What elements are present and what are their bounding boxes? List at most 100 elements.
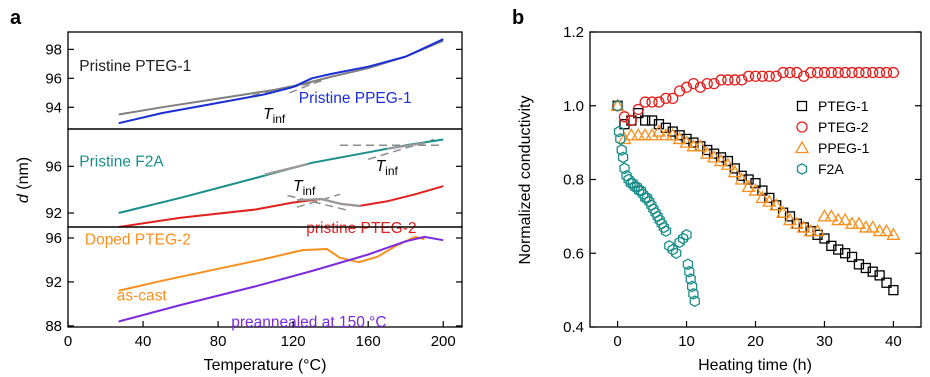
data-point-PPEG-1 <box>782 212 798 226</box>
data-point-PPEG-1 <box>886 227 901 240</box>
data-point-PTEG-1 <box>881 277 892 288</box>
data-point-PTEG-2 <box>839 66 851 79</box>
data-point-PPEG-1 <box>796 220 811 233</box>
data-point-PTEG-2 <box>763 70 775 82</box>
guide-line <box>296 193 341 208</box>
data-point-F2A <box>660 225 672 238</box>
data-point-PPEG-1 <box>631 127 646 141</box>
y-tick-label: 0.4 <box>563 319 584 336</box>
data-point-PTEG-1 <box>674 130 685 141</box>
series-line-2 <box>118 38 444 125</box>
data-point-PTEG-2 <box>805 66 817 79</box>
data-point-PTEG-1 <box>846 251 858 263</box>
x-tick-label: 30 <box>816 333 833 350</box>
data-point-PTEG-1 <box>784 211 796 222</box>
data-point-PTEG-2 <box>756 70 769 82</box>
panel-letter-a: a <box>10 7 22 29</box>
data-point-PTEG-1 <box>812 229 823 240</box>
data-point-PPEG-1 <box>734 172 749 185</box>
series-label: Pristine PPEG-1 <box>299 90 412 107</box>
data-point-F2A <box>689 295 700 308</box>
series-label: Pristine F2A <box>79 153 164 170</box>
data-point-PPEG-1 <box>707 150 722 163</box>
data-point-PPEG-1 <box>686 139 701 152</box>
data-point-PTEG-2 <box>660 92 672 105</box>
data-point-PPEG-1 <box>638 127 653 141</box>
x-tick-label: 120 <box>281 333 306 350</box>
legend-marker <box>796 100 808 112</box>
series-label: Doped PTEG-2 <box>85 232 191 249</box>
data-point-PTEG-1 <box>653 119 665 130</box>
data-point-F2A <box>658 221 669 234</box>
data-point-PPEG-1 <box>810 223 825 237</box>
legend-marker <box>796 121 808 133</box>
data-point-PPEG-1 <box>872 223 887 237</box>
data-point-PTEG-2 <box>632 103 644 116</box>
data-point-PTEG-1 <box>681 133 692 145</box>
legend-marker <box>796 163 808 175</box>
data-point-F2A <box>615 132 626 145</box>
data-point-PTEG-2 <box>701 77 713 90</box>
data-point-PTEG-2 <box>867 66 879 79</box>
guide-line <box>287 194 350 212</box>
data-point-F2A <box>616 144 627 156</box>
y-tick-label: 92 <box>45 205 62 222</box>
x-tick-label: 40 <box>135 333 152 350</box>
tinf-main: T <box>376 158 387 175</box>
x-tick-label: 40 <box>885 333 902 350</box>
data-point-PTEG-2 <box>825 66 838 79</box>
data-point-PTEG-2 <box>722 74 734 86</box>
x-tick-label: 0 <box>64 333 72 350</box>
data-point-PTEG-2 <box>887 66 900 79</box>
data-point-PTEG-2 <box>811 66 824 79</box>
data-point-PTEG-1 <box>833 244 844 255</box>
y-tick-label: 98 <box>45 41 62 58</box>
y-tick-label: 1.0 <box>563 98 584 115</box>
tinf-main: T <box>263 106 274 123</box>
data-point-PPEG-1 <box>803 223 818 237</box>
data-point-PTEG-2 <box>742 70 755 82</box>
data-point-PTEG-2 <box>798 70 810 82</box>
data-point-PTEG-2 <box>639 96 651 108</box>
data-point-PPEG-1 <box>748 183 763 196</box>
legend-label: PTEG-2 <box>818 119 869 135</box>
series-PPEG-1 <box>610 98 901 240</box>
data-point-PTEG-2 <box>653 96 665 108</box>
data-point-PTEG-1 <box>860 262 871 274</box>
data-point-F2A <box>682 258 694 271</box>
data-point-PPEG-1 <box>679 135 694 148</box>
data-point-PTEG-2 <box>791 66 803 79</box>
guide-line <box>251 80 322 97</box>
data-point-PTEG-1 <box>646 115 658 126</box>
data-point-PTEG-1 <box>750 178 761 189</box>
tinf-sub: inf <box>385 164 398 178</box>
series-F2A <box>612 99 700 308</box>
data-point-PTEG-1 <box>633 107 644 119</box>
data-point-PPEG-1 <box>651 124 667 137</box>
data-point-PPEG-1 <box>838 212 853 226</box>
data-point-PPEG-1 <box>775 205 791 218</box>
data-point-F2A <box>617 151 629 164</box>
y-tick-label: 0.6 <box>563 245 584 262</box>
data-point-PTEG-1 <box>743 174 754 185</box>
y-axis-title-unit: (nm) <box>15 157 32 194</box>
data-point-PTEG-2 <box>687 77 700 90</box>
tinf-sub: inf <box>273 112 286 126</box>
data-point-PTEG-1 <box>764 192 775 204</box>
data-point-PTEG-2 <box>729 74 741 86</box>
data-point-PTEG-2 <box>673 85 686 97</box>
y-tick-label: 88 <box>45 318 62 335</box>
legend-label: PTEG-1 <box>818 98 869 114</box>
data-point-PTEG-2 <box>832 66 844 79</box>
data-point-PPEG-1 <box>693 139 708 152</box>
tinf-sub: inf <box>303 184 316 198</box>
data-point-PTEG-2 <box>818 66 831 79</box>
fit-overlay <box>386 141 425 150</box>
subpanel-frame <box>67 226 463 328</box>
tinf-label: Tinf <box>376 158 399 178</box>
data-point-PTEG-2 <box>777 66 789 79</box>
y-tick-label: 96 <box>45 230 62 247</box>
x-axis-title: Heating time (h) <box>698 357 812 374</box>
y-axis-title-main: d <box>15 193 32 203</box>
legend: PTEG-1 PTEG-2 PPEG-1 F2A <box>794 98 870 177</box>
